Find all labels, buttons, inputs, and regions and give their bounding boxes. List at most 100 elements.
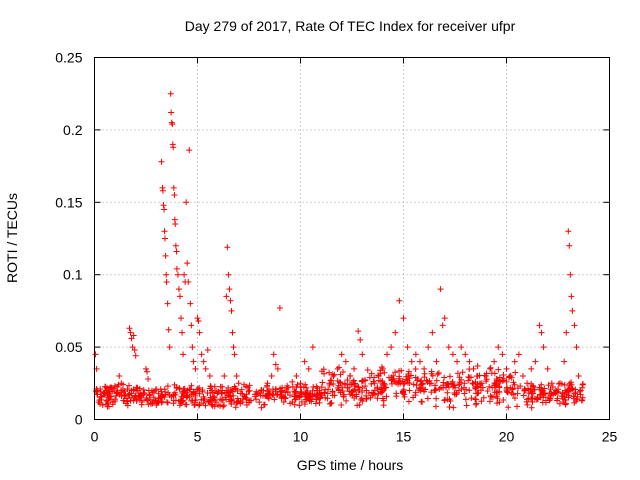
roti-background-point [207, 383, 214, 390]
roti-data-point [173, 265, 180, 272]
roti-background-point [522, 387, 529, 394]
roti-background-point [240, 381, 247, 388]
roti-data-point [97, 394, 104, 401]
roti-data-point [503, 365, 510, 372]
roti-background-point [214, 390, 221, 397]
roti-background-point [517, 383, 524, 390]
roti-background-point [304, 394, 311, 401]
roti-background-point [390, 375, 397, 382]
roti-background-point [413, 382, 420, 389]
roti-background-point [287, 400, 294, 407]
roti-data-point [544, 365, 551, 372]
roti-background-point [144, 397, 151, 404]
y-tick-label: 0 [75, 412, 83, 428]
roti-data-point [491, 358, 498, 365]
roti-data-point [101, 390, 108, 397]
roti-background-point [328, 377, 335, 384]
roti-background-point [482, 378, 489, 385]
roti-data-point [524, 380, 531, 387]
roti-data-point [371, 380, 378, 387]
roti-background-point [548, 390, 555, 397]
roti-data-point [223, 293, 230, 300]
roti-background-point [358, 395, 365, 402]
roti-background-point [172, 391, 179, 398]
roti-background-point [491, 370, 498, 377]
roti-background-point [549, 383, 556, 390]
roti-background-point [465, 373, 472, 380]
roti-data-point [519, 373, 526, 380]
roti-data-point [515, 351, 522, 358]
roti-background-point [455, 382, 462, 389]
roti-data-point [166, 344, 173, 351]
roti-background-point [493, 376, 500, 383]
roti-background-point [301, 401, 308, 408]
roti-background-point [182, 401, 189, 408]
axis-ticks: 0 5 10 15 20 25 0 0.05 0.1 0.15 0.2 0.25 [55, 50, 617, 445]
roti-data-point [185, 278, 192, 285]
roti-background-point [486, 398, 493, 405]
roti-background-point [354, 402, 361, 409]
roti-data-point [268, 373, 275, 380]
roti-data-point [136, 393, 143, 400]
x-axis-label: GPS time / hours [297, 457, 404, 473]
roti-background-point [563, 391, 570, 398]
roti-background-point [370, 390, 377, 397]
roti-background-point [496, 383, 503, 390]
roti-data-point [114, 388, 121, 395]
roti-background-point [403, 373, 410, 380]
roti-data-point [116, 373, 123, 380]
roti-data-point [162, 252, 169, 259]
roti-data-point [239, 399, 246, 406]
roti-background-point [314, 391, 321, 398]
roti-background-point [418, 398, 425, 405]
roti-background-point [361, 376, 368, 383]
roti-background-point [351, 394, 358, 401]
roti-data-point [132, 352, 139, 359]
roti-data-point [252, 393, 259, 400]
plot-frame [94, 57, 610, 420]
roti-data-point [159, 187, 166, 194]
roti-background-point [232, 385, 239, 392]
roti-data-point [552, 387, 559, 394]
roti-data-point [462, 351, 469, 358]
roti-data-point [441, 315, 448, 322]
roti-data-point [235, 380, 242, 387]
roti-data-point [190, 358, 197, 365]
roti-background-point [481, 372, 488, 379]
roti-background-point [418, 381, 425, 388]
roti-background-point [495, 366, 502, 373]
roti-data-point [270, 351, 277, 358]
roti-data-point [171, 192, 178, 199]
roti-data-point [134, 387, 141, 394]
roti-background-point [461, 380, 468, 387]
roti-background-point [296, 402, 303, 409]
roti-background-point [171, 381, 178, 388]
roti-data-point [260, 387, 267, 394]
roti-data-point [346, 373, 353, 380]
roti-background-point [190, 391, 197, 398]
roti-data-point [195, 318, 202, 325]
roti-data-point [274, 365, 281, 372]
x-tick-label: 10 [293, 429, 309, 445]
roti-background-point [491, 380, 498, 387]
roti-background-point [200, 400, 207, 407]
roti-data-point [379, 365, 386, 372]
roti-data-point [181, 271, 188, 278]
roti-background-point [494, 395, 501, 402]
roti-data-point [179, 329, 186, 336]
roti-data-point [359, 351, 366, 358]
roti-data-point [118, 380, 125, 387]
roti-data-point [326, 380, 333, 387]
roti-background-point [324, 390, 331, 397]
roti-background-point [168, 393, 175, 400]
roti-background-point [499, 377, 506, 384]
roti-background-point [327, 377, 334, 384]
roti-background-point [397, 379, 404, 386]
roti-data-point [160, 202, 167, 209]
roti-background-point [391, 378, 398, 385]
roti-background-point [463, 402, 470, 409]
roti-data-point [322, 394, 329, 401]
roti-background-point [145, 387, 152, 394]
roti-background-point [362, 383, 369, 390]
roti-data-point [568, 293, 575, 300]
